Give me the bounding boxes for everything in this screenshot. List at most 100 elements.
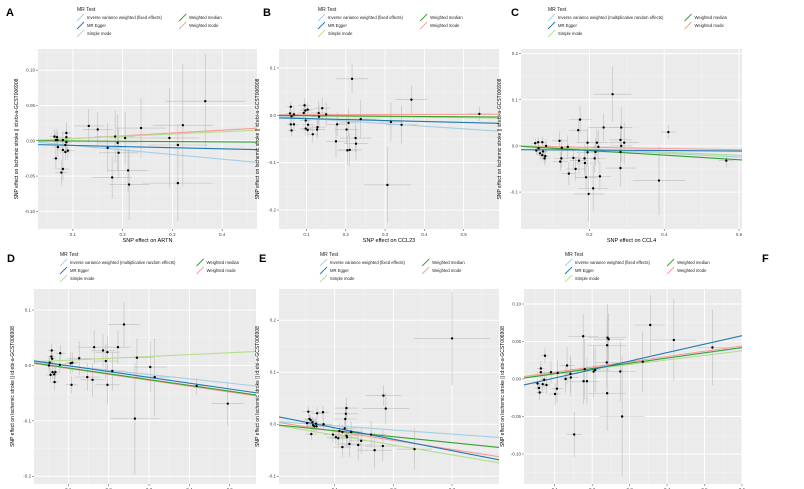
x-tick-label: 0.5 xyxy=(701,487,708,489)
data-point xyxy=(71,361,74,364)
legend-label-egger: MR Egger xyxy=(575,268,594,273)
y-tick-label: -0.1 xyxy=(268,160,276,165)
line-simple xyxy=(38,129,257,141)
data-point xyxy=(534,141,537,145)
data-point xyxy=(369,433,373,436)
line-wmedian xyxy=(279,424,499,448)
data-point xyxy=(350,77,354,81)
data-point xyxy=(537,147,540,150)
data-point xyxy=(122,323,126,326)
legend-title: MR Test xyxy=(565,252,584,258)
x-tick-label: 0.4 xyxy=(661,232,668,237)
legend-label-wmedian: Weighted median xyxy=(430,15,463,20)
y-tick-label: 0.0 xyxy=(512,143,519,148)
panel-f: 0.1 0.2 0.3 0.4 0.5 0.6 -0.10 -0.05 0.00 0.05 0.10… xyxy=(500,252,769,489)
data-point xyxy=(343,427,346,430)
data-point xyxy=(316,125,319,129)
line-wmedian xyxy=(38,140,257,143)
data-point xyxy=(317,111,320,115)
data-point xyxy=(51,370,54,374)
data-point xyxy=(611,93,614,96)
y-tick-label: -0.2 xyxy=(23,474,31,479)
legend: MR Test Inverse variance weighted (fixed … xyxy=(564,252,710,283)
data-point xyxy=(345,436,349,439)
data-point xyxy=(450,337,454,340)
data-point xyxy=(292,113,296,116)
legend-key-line-egger xyxy=(76,21,85,30)
y-tick-label: -0.05 xyxy=(25,174,36,179)
data-point xyxy=(87,124,90,128)
data-point xyxy=(594,150,597,154)
data-point xyxy=(541,153,544,157)
legend-key-line-wmode xyxy=(419,21,428,30)
data-point xyxy=(359,117,362,121)
data-point xyxy=(577,129,580,132)
data-point xyxy=(545,383,548,387)
data-point xyxy=(559,160,562,163)
data-point xyxy=(541,383,544,386)
line-simple xyxy=(521,145,742,157)
data-point xyxy=(181,124,185,127)
plot-marks xyxy=(34,302,256,475)
panel-d: 0.1 0.2 0.3 0.4 0.5 -0.2 -0.1 0.0 0.1 SNP effect … xyxy=(7,252,256,489)
legend-label-wmedian: Weighted median xyxy=(207,260,240,265)
legend-title: MR Test xyxy=(318,7,337,13)
data-point xyxy=(306,108,309,111)
data-point xyxy=(127,183,131,186)
data-point xyxy=(591,187,595,190)
x-tick-label: 0.4 xyxy=(664,487,671,489)
data-point xyxy=(605,361,608,364)
data-point xyxy=(572,156,575,160)
legend-key-line-wmode xyxy=(666,266,675,275)
data-point xyxy=(619,166,622,170)
data-point xyxy=(541,141,544,144)
data-point xyxy=(384,407,387,410)
legend-key-line-ivw xyxy=(76,13,85,22)
data-point xyxy=(543,378,546,381)
legend-label-simple: Simple mode xyxy=(575,276,600,281)
data-point xyxy=(176,143,180,147)
legend-key-line-simple xyxy=(319,274,328,283)
data-point xyxy=(345,128,348,131)
data-point xyxy=(536,382,539,385)
y-tick-label: -0.10 xyxy=(25,209,36,214)
data-point xyxy=(605,392,609,395)
data-point xyxy=(592,370,595,373)
legend-key-line-ivw xyxy=(317,13,326,22)
data-point xyxy=(373,449,376,452)
data-point xyxy=(389,120,393,124)
data-point xyxy=(584,176,588,179)
data-point xyxy=(111,369,114,373)
data-point xyxy=(204,100,207,103)
data-point xyxy=(567,172,571,175)
line-simple xyxy=(34,350,256,363)
x-tick-label: 0.4 xyxy=(421,232,428,237)
panel-letter: B xyxy=(263,7,271,19)
data-point xyxy=(61,148,65,152)
legend-label-simple: Simple mode xyxy=(558,31,583,36)
data-point xyxy=(565,364,569,367)
x-tick-label: 0.3 xyxy=(626,487,633,489)
data-point xyxy=(289,123,292,126)
legend-label-egger: MR Egger xyxy=(558,23,577,28)
y-tick-label: 0.0 xyxy=(25,363,32,368)
y-tick-label: -0.2 xyxy=(268,208,276,213)
data-point xyxy=(315,128,319,131)
data-point xyxy=(313,425,316,428)
data-point xyxy=(135,356,139,359)
legend-key-line-egger xyxy=(317,21,326,30)
x-axis-label: SNP effect on CCL4 xyxy=(607,238,656,244)
line-wmode xyxy=(279,113,499,116)
y-tick-label: -0.1 xyxy=(23,418,31,423)
data-point xyxy=(341,445,344,449)
data-point xyxy=(560,146,563,149)
legend-key-line-egger xyxy=(319,266,328,275)
y-tick-label: 0.05 xyxy=(26,103,35,108)
y-tick-label: 0.0 xyxy=(270,113,277,118)
data-point xyxy=(346,149,349,152)
data-point xyxy=(321,411,325,414)
y-tick-label: 0.1 xyxy=(512,97,519,102)
legend-label-wmode: Weighted mode xyxy=(189,23,219,28)
data-point xyxy=(55,136,59,139)
x-axis-label: SNP effect on CCL23 xyxy=(363,238,415,244)
